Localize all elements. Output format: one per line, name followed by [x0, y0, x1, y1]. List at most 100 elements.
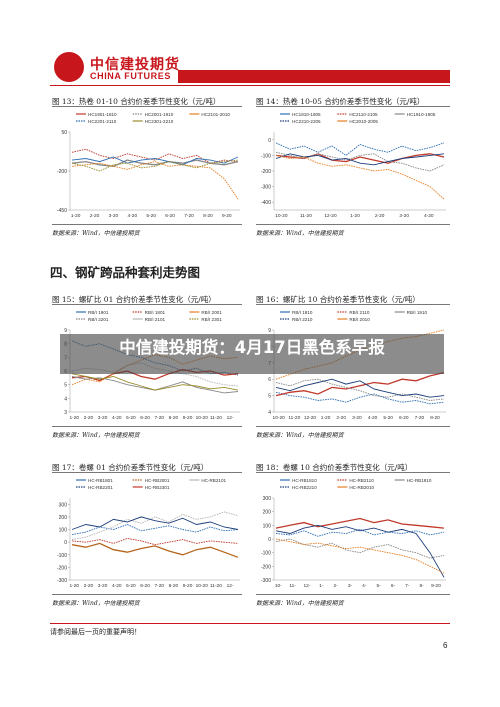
y-tick-label: -200	[261, 169, 271, 175]
y-tick-label: 3	[64, 410, 67, 416]
series-line-hc2101-2010	[71, 161, 239, 200]
x-tick-label: 3-20	[98, 415, 108, 421]
x-tick-label: 3-20	[399, 213, 409, 219]
x-tick-label: 3-20	[98, 583, 108, 589]
legend-label: RB/I 1910	[407, 310, 428, 315]
figure-18-title: 图 18：卷螺 10 合约价差季节性变化（元/吨）	[256, 463, 413, 472]
legend-label: HC2201-2110	[88, 119, 117, 124]
x-tick-label: 12-	[227, 583, 234, 589]
x-tick-label: 2-20	[90, 213, 100, 219]
legend-label: RB/I 1810	[292, 310, 313, 315]
figure-17-chart: -300 -200 -100 0 100 200 300 1-20 2-20 3-20 4-20 5-…	[50, 474, 246, 592]
x-tick-label: 11-20	[210, 583, 222, 589]
x-tick-label: 8-20	[430, 415, 440, 421]
x-tick-label: 1-	[319, 583, 324, 589]
legend-label: RB/I 2001	[201, 310, 222, 315]
y-tick-label: -100	[57, 553, 67, 559]
series-line-hc2110-2105	[275, 153, 445, 164]
figure-13-chart: -450 -200 50 1-20 2-20 3-20 4-20 5-20 6-20 7-20 8-…	[50, 108, 246, 222]
legend-label: RB/I 2101	[145, 317, 166, 322]
figure-13-title: 图 13：热卷 01-10 合约价差季节性变化（元/吨）	[52, 97, 221, 106]
legend-label: RB/I 1801	[145, 310, 166, 315]
x-tick-label: 6-	[391, 583, 396, 589]
legend-label: HC-RB2001	[145, 478, 170, 483]
x-tick-label: 6-20	[140, 583, 150, 589]
figure-14-chart: -400 -300 -200 -100 0 10-20 11-20 12-20 1-20 2-20…	[254, 108, 452, 222]
legend-label: HC-RB2110	[349, 478, 374, 483]
y-tick-label: -200	[57, 565, 67, 571]
x-tick-label: 10-20	[196, 415, 209, 421]
x-tick-label: 2-20	[336, 415, 346, 421]
legend-label: RB/I 1901	[88, 310, 109, 315]
footer-disclaimer: 请参阅最后一页的重要声明！	[50, 628, 141, 636]
figure-16-top-rule	[256, 304, 450, 305]
y-tick-label: 5	[64, 383, 67, 389]
chart-svg: -400 -300 -200 -100 0 10-20 11-20 12-20 1-20 2-20…	[261, 112, 446, 219]
series-line-hc2201-2110	[71, 156, 239, 166]
x-tick-label: 10-20	[273, 415, 286, 421]
x-tick-label: 5-20	[126, 583, 136, 589]
series-line-hc-rb2201	[71, 516, 239, 530]
series-line-hc-rb1810	[275, 528, 445, 537]
x-tick-label: 7-20	[154, 415, 164, 421]
x-tick-label: 9-20	[222, 213, 232, 219]
x-tick-label: 3-20	[352, 415, 362, 421]
x-tick-label: 11-20	[210, 415, 222, 421]
x-tick-label: 4-20	[112, 415, 122, 421]
y-tick-label: 200	[263, 510, 272, 516]
x-tick-label: 7-	[405, 583, 410, 589]
y-tick-label: 9	[64, 328, 67, 334]
figure-18-source: 数据来源：Wind，中信建投期货	[256, 600, 344, 607]
figure-13-bottom-rule	[52, 224, 242, 225]
x-tick-label: 1-20	[350, 213, 360, 219]
x-tick-label: 2-20	[375, 213, 385, 219]
x-tick-label: 12-	[227, 415, 234, 421]
figure-16-source: 数据来源：Wind，中信建投期货	[256, 432, 344, 439]
figure-15-source: 数据来源：Wind，中信建投期货	[52, 432, 140, 439]
figure-18-bottom-rule	[256, 594, 450, 595]
figure-16-chart: 45678910-2011-2012-201-202-203-204-205-2…	[254, 306, 452, 424]
y-tick-label: 0	[64, 540, 67, 546]
x-tick-label: 2-	[334, 583, 339, 589]
y-tick-label: -100	[261, 551, 271, 557]
x-tick-label: 2-20	[84, 583, 94, 589]
legend-label: HC2101-2010	[201, 112, 230, 117]
y-tick-label: 6	[268, 377, 271, 383]
x-tick-label: 1-20	[321, 415, 331, 421]
x-tick-label: 12-20	[324, 213, 337, 219]
footer-red-rule	[50, 623, 450, 624]
watermark-banner-text: 中信建投期货：4月17日黑色系早报	[119, 338, 385, 357]
y-tick-label: 100	[59, 528, 68, 534]
legend-label: HC2010-2005	[349, 119, 378, 124]
y-tick-label: -450	[57, 208, 67, 214]
x-tick-label: 11-20	[300, 213, 312, 219]
figure-17-title: 图 17：卷螺 01 合约价差季节性变化（元/吨）	[52, 463, 209, 472]
y-tick-label: -400	[261, 200, 271, 206]
series-line-hc1910-1905	[275, 151, 445, 172]
legend-label: HC1910-1905	[407, 112, 436, 117]
y-tick-label: -300	[261, 185, 271, 191]
x-tick-label: 7-20	[184, 213, 194, 219]
legend-label: HC-RB2201	[88, 485, 113, 490]
legend-label: RB/I 2201	[88, 317, 109, 322]
y-tick-label: 100	[263, 523, 272, 529]
series-line-hc-rb2001	[71, 542, 239, 558]
x-tick-label: 5-20	[126, 415, 136, 421]
y-tick-label: -200	[57, 169, 67, 175]
x-tick-label: 3-	[348, 583, 353, 589]
x-tick-label: 1-20	[71, 213, 81, 219]
series-line-rb-i-2301	[71, 373, 239, 391]
legend-label: HC-RB2301	[145, 485, 170, 490]
x-tick-label: 10-20	[275, 213, 288, 219]
x-tick-label: 4-20	[368, 415, 378, 421]
legend-label: HC2210-2205	[292, 119, 321, 124]
legend-label: HC-RB2101	[201, 478, 226, 483]
figure-18-chart: -300 -200 -100 0 100 200 300 10- 11- 12- 1- 2- 3- 4- 5…	[254, 474, 452, 592]
x-tick-label: 12-	[303, 583, 310, 589]
x-tick-label: 6-20	[399, 415, 409, 421]
series-line-hc-rb2301	[71, 537, 239, 546]
chart-svg: -300 -200 -100 0 100 200 300 10- 11- 12- 1- 2- 3- 4- 5…	[261, 478, 446, 589]
y-tick-label: -300	[261, 578, 271, 584]
y-tick-label: 0	[268, 138, 271, 144]
y-tick-label: 4	[268, 410, 271, 416]
